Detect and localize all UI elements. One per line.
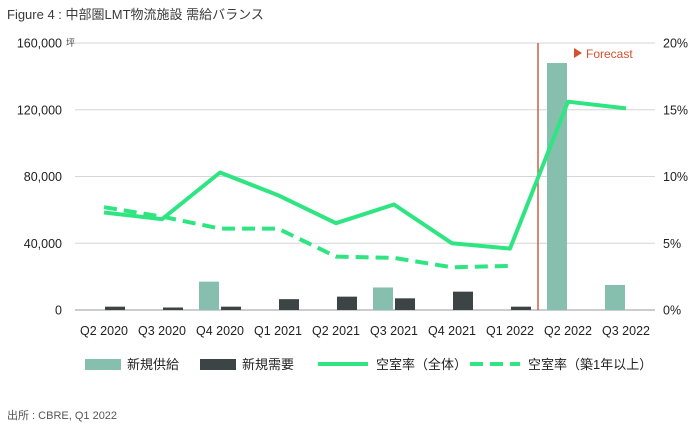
right-tick-label: 20% — [663, 37, 688, 51]
x-tick-label: Q1 2021 — [254, 324, 302, 338]
bars — [105, 63, 625, 311]
left-tick-label: 0 — [55, 304, 62, 318]
right-tick-label: 10% — [663, 170, 688, 184]
legend-supply-label: 新規供給 — [127, 357, 179, 372]
legend-vacancy-over-1yr-label: 空室率（築1年以上） — [528, 357, 652, 372]
grid-lines — [75, 42, 655, 311]
x-tick-label: Q2 2020 — [80, 324, 128, 338]
bar-demand — [453, 291, 473, 310]
bar-demand — [105, 306, 125, 310]
forecast-label: Forecast — [586, 47, 633, 61]
chart: Forecast 0 40,000 80,000 120,000 160,000 坪 0% 5… — [17, 37, 688, 373]
legend-vacancy-total-label: 空室率（全体） — [376, 357, 467, 372]
right-tick-label: 5% — [663, 237, 681, 251]
figure-title: Figure 4 : 中部圏LMT物流施設 需給バランス — [7, 7, 264, 22]
legend-supply-swatch — [85, 359, 121, 370]
x-tick-label: Q4 2020 — [196, 324, 244, 338]
bar-demand — [337, 296, 357, 310]
bar-demand — [221, 306, 241, 310]
x-tick-label: Q3 2020 — [138, 324, 186, 338]
bar-supply — [199, 281, 219, 310]
x-axis-labels: Q2 2020 Q3 2020 Q4 2020 Q1 2021 Q2 2021 Q3 20… — [80, 324, 650, 338]
vacancy-line-total — [103, 99, 627, 251]
legend-demand-swatch — [200, 359, 236, 370]
x-tick-label: Q4 2021 — [428, 324, 476, 338]
forecast-arrow-icon — [574, 48, 582, 58]
left-axis-unit: 坪 — [66, 38, 75, 48]
legend-demand-label: 新規需要 — [242, 357, 294, 372]
vacancy-lines — [103, 99, 627, 270]
axes: 0 40,000 80,000 120,000 160,000 坪 0% 5% 10% 15% 20… — [17, 37, 688, 318]
x-tick-label: Q3 2022 — [602, 324, 650, 338]
bar-demand — [163, 307, 183, 310]
right-tick-label: 0% — [663, 304, 681, 318]
bar-demand — [279, 299, 299, 310]
vacancy-line-over-1yr — [103, 205, 511, 270]
bar-supply — [605, 284, 625, 310]
x-tick-label: Q3 2021 — [370, 324, 418, 338]
bar-supply — [547, 63, 567, 311]
x-tick-label: Q2 2022 — [544, 324, 592, 338]
source-note: 出所 : CBRE, Q1 2022 — [7, 410, 118, 422]
right-tick-label: 15% — [663, 103, 688, 117]
bar-supply — [373, 287, 393, 310]
left-tick-label: 40,000 — [24, 237, 62, 251]
legend: 新規供給 新規需要 空室率（全体） 空室率（築1年以上） — [85, 357, 652, 372]
bar-demand — [511, 306, 531, 310]
left-tick-label: 160,000 — [17, 37, 62, 51]
bar-demand — [395, 298, 415, 310]
x-tick-label: Q1 2022 — [486, 324, 534, 338]
x-tick-label: Q2 2021 — [312, 324, 360, 338]
left-tick-label: 120,000 — [17, 103, 62, 117]
left-tick-label: 80,000 — [24, 170, 62, 184]
